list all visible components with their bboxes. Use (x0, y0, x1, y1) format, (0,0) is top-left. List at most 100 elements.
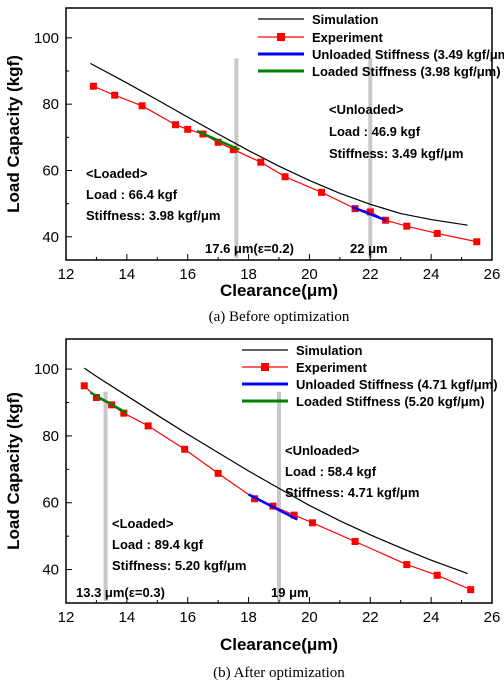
experiment-point (89, 82, 97, 90)
experiment-point (92, 393, 100, 401)
experiment-point (181, 445, 189, 453)
y-axis-label-a: Load Capacity (kgf) (4, 55, 23, 213)
y-tick-label: 100 (34, 361, 59, 378)
experiment-point (403, 561, 411, 569)
x-tick-label: 22 (362, 266, 379, 283)
legend-marker-experiment (261, 363, 269, 371)
experiment-point (467, 586, 475, 594)
y-axis-label-b: Load Capacity (kgf) (4, 392, 23, 550)
panel-b: 12 14 16 18 20 22 24 26 40 60 80 100 Simulation Exp… (4, 338, 500, 681)
experiment-point (120, 409, 128, 417)
vline-label-a-0: 17.6 μm(ε=0.2) (205, 241, 294, 256)
annotation-unloaded-title-b: <Unloaded> (285, 443, 360, 458)
legend-label-loaded: Loaded Stiffness (5.20 kgf/μm) (296, 394, 485, 409)
y-tick-label: 100 (34, 30, 59, 47)
ticks-a: 12 14 16 18 20 22 24 26 40 60 80 100 (34, 30, 500, 283)
x-tick-label: 18 (240, 609, 257, 626)
experiment-point (351, 538, 359, 546)
annotation-loaded-load-b: Load : 89.4 kgf (112, 537, 204, 552)
y-tick-label: 80 (42, 428, 59, 445)
experiment-point (366, 208, 374, 216)
x-tick-label: 20 (301, 609, 318, 626)
caption-b: (b) After optimization (213, 665, 345, 681)
caption-a: (a) Before optimization (209, 309, 350, 325)
series-simulation-line (83, 367, 468, 575)
x-tick-label: 20 (301, 266, 318, 283)
legend-a: Simulation Experiment Unloaded Stiffness… (258, 12, 504, 79)
experiment-point (308, 519, 316, 527)
annotation-unloaded-load-b: Load : 58.4 kgf (285, 464, 377, 479)
legend-label-experiment: Experiment (296, 360, 367, 375)
x-tick-label: 18 (240, 266, 257, 283)
x-tick-label: 24 (423, 609, 440, 626)
experiment-point (138, 102, 146, 110)
legend-label-unloaded: Unloaded Stiffness (3.49 kgf/μm) (312, 47, 504, 62)
series-b (80, 367, 475, 594)
y-tick-label: 60 (42, 162, 59, 179)
experiment-point (433, 229, 441, 237)
x-tick-label: 12 (58, 266, 75, 283)
vlines-a (234, 58, 373, 258)
annotation-loaded-title-a: <Loaded> (86, 166, 148, 181)
x-axis-label-b: Clearance(μm) (220, 635, 338, 654)
experiment-point (433, 571, 441, 579)
vline-label-b-1: 19 μm (271, 585, 309, 600)
ticks-b: 12 14 16 18 20 22 24 26 40 60 80 100 (34, 361, 500, 626)
experiment-point (111, 91, 119, 99)
experiment-point (281, 173, 289, 181)
experiment-point (290, 511, 298, 519)
experiment-point (403, 222, 411, 230)
x-tick-label: 26 (484, 266, 501, 283)
legend-marker-experiment (277, 33, 285, 41)
annotation-loaded-stiffness-a: Stiffness: 3.98 kgf/μm (86, 208, 220, 223)
experiment-point (229, 146, 237, 154)
annotation-loaded-load-a: Load : 66.4 kgf (86, 187, 178, 202)
experiment-point (318, 188, 326, 196)
x-tick-label: 16 (179, 609, 196, 626)
x-tick-label: 14 (119, 609, 136, 626)
series-loaded-stiffness-line (89, 391, 128, 415)
legend-label-loaded: Loaded Stiffness (3.98 kgf/μm) (312, 64, 501, 79)
experiment-point (172, 121, 180, 129)
legend-label-experiment: Experiment (312, 30, 383, 45)
experiment-point (80, 382, 88, 390)
y-tick-label: 80 (42, 96, 59, 113)
series-a (89, 62, 481, 246)
x-tick-label: 24 (423, 266, 440, 283)
experiment-point (214, 469, 222, 477)
x-tick-label: 26 (484, 609, 501, 626)
experiment-point (184, 125, 192, 133)
annotation-unloaded-stiffness-a: Stiffness: 3.49 kgf/μm (329, 146, 463, 161)
legend-label-unloaded: Unloaded Stiffness (4.71 kgf/μm) (296, 377, 498, 392)
annotation-unloaded-title-a: <Unloaded> (329, 102, 404, 117)
legend-label-simulation: Simulation (312, 12, 379, 27)
series-simulation-line (90, 62, 468, 226)
x-axis-label-a: Clearance(μm) (220, 281, 338, 300)
y-tick-label: 40 (42, 562, 59, 579)
experiment-point (214, 138, 222, 146)
experiment-point (473, 238, 481, 246)
experiment-point (257, 158, 265, 166)
annotation-unloaded-load-a: Load : 46.9 kgf (329, 124, 421, 139)
x-tick-label: 22 (362, 609, 379, 626)
y-tick-label: 60 (42, 495, 59, 512)
vline-label-b-0: 13.3 μm(ε=0.3) (76, 585, 165, 600)
annotation-unloaded-stiffness-b: Stiffness: 4.71 kgf/μm (285, 485, 419, 500)
annotation-loaded-title-b: <Loaded> (112, 516, 174, 531)
series-unloaded-stiffness-line (247, 493, 298, 521)
series-loaded-stiffness-line (196, 129, 240, 151)
x-tick-label: 14 (119, 266, 136, 283)
vlines-b (103, 391, 281, 601)
experiment-point (144, 422, 152, 430)
annotation-loaded-stiffness-b: Stiffness: 5.20 kgf/μm (112, 558, 246, 573)
x-tick-label: 12 (58, 609, 75, 626)
series-unloaded-stiffness-line (351, 205, 386, 222)
x-tick-label: 16 (179, 266, 196, 283)
y-tick-label: 40 (42, 229, 59, 246)
vline-label-a-1: 22 μm (350, 241, 388, 256)
legend-b: Simulation Experiment Unloaded Stiffness… (242, 343, 498, 409)
panel-a: 12 14 16 18 20 22 24 26 40 60 80 100 Simulation Exp… (4, 7, 504, 325)
legend-label-simulation: Simulation (296, 343, 363, 358)
